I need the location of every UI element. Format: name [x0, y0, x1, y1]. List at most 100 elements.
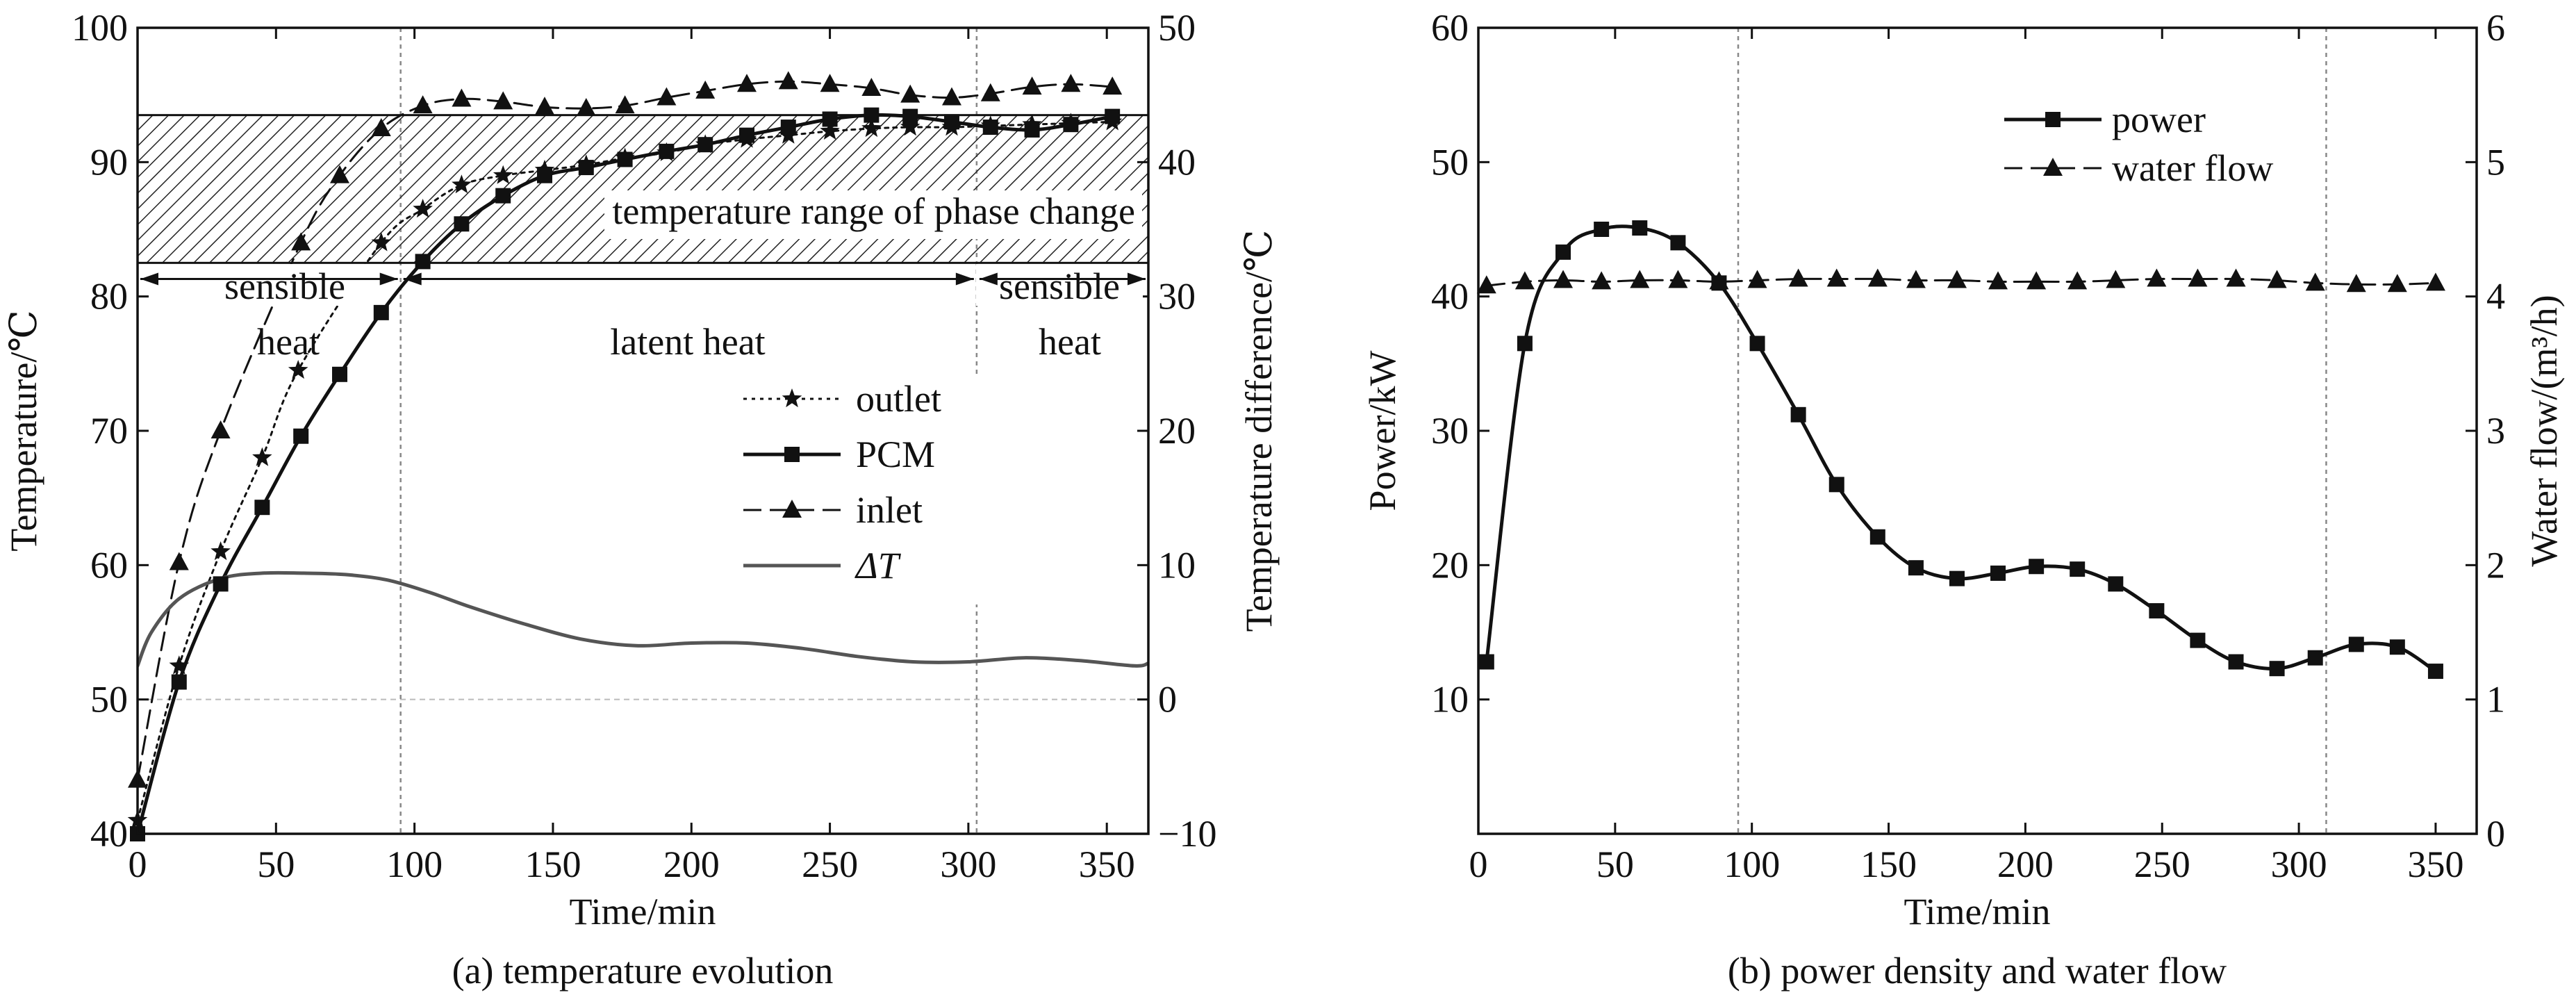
data-point-inlet [941, 87, 961, 106]
x-tick-label: 300 [940, 844, 996, 885]
legend-label-delta-t: ΔT [854, 545, 902, 586]
data-point-pcm [1063, 117, 1079, 133]
data-point-pcm [254, 500, 270, 516]
legend-marker-sample [782, 388, 802, 408]
data-point-water-flow [1476, 275, 1496, 294]
label-heat-right: heat [1039, 321, 1101, 363]
x-tick-label: 150 [1860, 844, 1917, 885]
data-point-outlet [820, 120, 840, 140]
data-point-outlet [169, 655, 190, 675]
data-point-power [1990, 565, 2006, 581]
data-point-inlet [980, 83, 1000, 101]
marker-layer [1476, 220, 2445, 680]
x-tick-label: 350 [2407, 844, 2463, 885]
data-point-water-flow [2106, 270, 2126, 288]
data-point-water-flow [1592, 271, 1612, 290]
y-tick-label: 50 [90, 679, 128, 721]
x-tick-label: 250 [802, 844, 858, 885]
data-point-inlet [736, 74, 757, 92]
data-point-water-flow [2026, 271, 2047, 290]
legend-marker-sample [782, 500, 802, 518]
y-tick-label: 40 [1431, 276, 1469, 318]
data-point-water-flow [1630, 270, 1650, 288]
sensible-right-backing [976, 264, 1143, 306]
region-arrowhead-right [379, 272, 398, 286]
data-point-pcm [659, 143, 675, 159]
data-point-outlet [900, 117, 920, 136]
legend-marker-sample [2043, 158, 2063, 176]
region-arrowhead-right [955, 272, 974, 286]
y2-tick-label: 0 [2486, 813, 2505, 855]
data-point-water-flow [2147, 268, 2167, 287]
legend: power water flow [2004, 99, 2273, 189]
data-point-inlet [452, 88, 472, 107]
y2-tick-label: 6 [2486, 7, 2505, 49]
data-point-inlet [695, 80, 716, 99]
data-point-inlet [1103, 76, 1123, 95]
data-point-inlet [576, 98, 596, 116]
data-point-power [1790, 406, 1806, 422]
data-point-pcm [495, 188, 511, 204]
data-point-inlet [371, 118, 391, 136]
data-point-inlet [778, 71, 798, 90]
data-point-pcm [332, 366, 347, 382]
y2-tick-label: 1 [2486, 679, 2505, 721]
phase-change-band [138, 114, 1148, 264]
legend: outlet PCM inlet ΔT [723, 375, 997, 605]
data-point-inlet [615, 95, 635, 114]
data-point-pcm [213, 576, 229, 592]
data-point-outlet [210, 541, 231, 561]
data-point-water-flow [1553, 270, 1574, 288]
y2-tick-label: 40 [1158, 141, 1196, 183]
x-axis-label: Time/min [1904, 891, 2050, 932]
phase-band-hatch [138, 114, 1148, 264]
data-point-power [1949, 570, 1965, 586]
data-point-inlet [1022, 76, 1042, 95]
x-axis-label: Time/min [569, 891, 716, 932]
data-point-pcm [902, 108, 918, 124]
series-line-power [1485, 224, 2438, 673]
y-tick-label: 20 [1431, 544, 1469, 586]
data-point-outlet [288, 360, 308, 379]
data-point-pcm [617, 151, 633, 167]
data-point-power [1594, 222, 1610, 237]
x-tick-label: 0 [129, 844, 147, 885]
label-sensible-left: sensible [224, 265, 345, 307]
y2-tick-label: 0 [1158, 679, 1177, 721]
caption-a: (a) temperature evolution [452, 950, 834, 992]
y-tick-label: 60 [1431, 7, 1469, 49]
data-point-water-flow [1747, 270, 1767, 288]
series-line--t [138, 570, 1148, 668]
series-layer [1485, 224, 2438, 673]
data-point-pcm [864, 107, 880, 123]
x-tick-label: 250 [2134, 844, 2190, 885]
legend-label-inlet: inlet [856, 489, 923, 531]
data-point-inlet [169, 552, 189, 570]
y-tick-label: 40 [90, 813, 128, 855]
x-tick-label: 50 [257, 844, 295, 885]
y2-tick-label: 4 [2486, 276, 2505, 318]
data-point-outlet [493, 165, 513, 184]
data-point-water-flow [2305, 272, 2325, 291]
data-point-power [2108, 576, 2124, 592]
y2-tick-label: 50 [1158, 7, 1196, 49]
data-point-pcm [536, 167, 552, 183]
x-tick-label: 200 [1997, 844, 2054, 885]
y2-tick-label: 3 [2486, 410, 2505, 452]
data-point-inlet [657, 87, 677, 106]
data-point-pcm [454, 216, 470, 232]
y2-tick-label: −10 [1158, 813, 1216, 855]
axes: 0 50 100 150 200 250 300 350 40 50 60 70 80 90 100 −10 0… [72, 7, 1216, 885]
legend-label-water-flow: water flow [2112, 147, 2273, 189]
y2-tick-label: 5 [2486, 141, 2505, 183]
panel-temperature-evolution: 0 50 100 150 200 250 300 350 40 50 60 70 80 90 100 −10 0… [3, 7, 1280, 992]
data-point-outlet [452, 174, 472, 194]
region-arrowhead-right [1128, 272, 1146, 286]
band-label-backing [604, 190, 1142, 239]
data-point-pcm [982, 120, 998, 135]
data-point-water-flow [2267, 270, 2287, 288]
data-point-power [1670, 235, 1686, 251]
x-tick-label: 50 [1596, 844, 1634, 885]
y2-tick-label: 20 [1158, 410, 1196, 452]
